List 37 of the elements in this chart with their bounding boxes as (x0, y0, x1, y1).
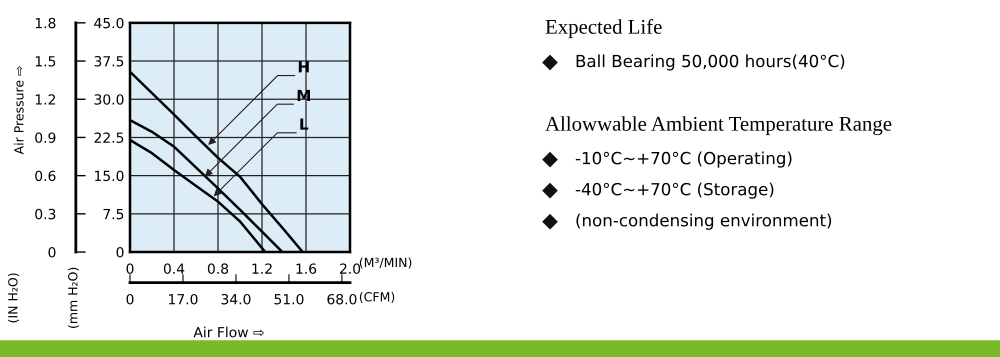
y-tick-label: 30.0 (94, 94, 124, 105)
x2-axis-title: (CFM) (360, 292, 394, 303)
y-tick-label: 22.5 (94, 132, 124, 143)
y-tick-label: 7.5 (103, 208, 124, 220)
x-tick-label: 2.0 (340, 263, 360, 274)
y2-tick-label: 1.8 (36, 18, 56, 28)
y2-tick-label: 0.3 (35, 208, 56, 220)
x-axis-title: (M³/MIN) (360, 257, 412, 269)
y-tick-label: 0 (116, 247, 124, 258)
x2-tick-label: 34.0 (222, 294, 250, 304)
y2-tick-label: 0.9 (35, 132, 56, 143)
x-tick-label: 1.2 (252, 263, 272, 274)
y2-tick-label: 1.5 (36, 56, 56, 67)
x-tick-label: 0.8 (208, 263, 228, 274)
text: -40°C~+70°C (Storage) (576, 182, 774, 199)
x2-tick-label: 0 (126, 294, 134, 304)
text: Ball Bearing 50,000 hours(40°C) (576, 54, 844, 71)
x2-tick-label: 17.0 (169, 294, 198, 304)
x-tick-label: 0 (126, 263, 134, 274)
x-tick-label: 0.4 (164, 263, 184, 274)
text: (mm H₂O) (68, 268, 79, 328)
x-tick-label: 1.6 (296, 263, 316, 274)
text: Allowwable Ambient Temperature Range (545, 116, 892, 136)
text: (non-condensing environment) (576, 214, 832, 230)
text: Expected Life (546, 19, 662, 38)
y2-axis-title: (IN H₂O) (8, 273, 20, 322)
y2-tick-label: 0.6 (35, 170, 56, 182)
y-tick-label: 15.0 (95, 170, 124, 182)
y2-tick-label: 0 (48, 247, 56, 258)
y-tick-label: 45.0 (94, 18, 124, 28)
x2-tick-label: 51.0 (274, 294, 304, 304)
y-tick-label: 37.5 (94, 56, 124, 67)
y2-tick-label: 1.2 (36, 94, 55, 105)
text: Air Pressure ⇨ (14, 66, 24, 154)
text: Air Flow ⇨ (193, 326, 264, 338)
text: -10°C~+70°C (Operating) (576, 152, 792, 168)
x2-tick-label: 68.0 (327, 294, 356, 304)
